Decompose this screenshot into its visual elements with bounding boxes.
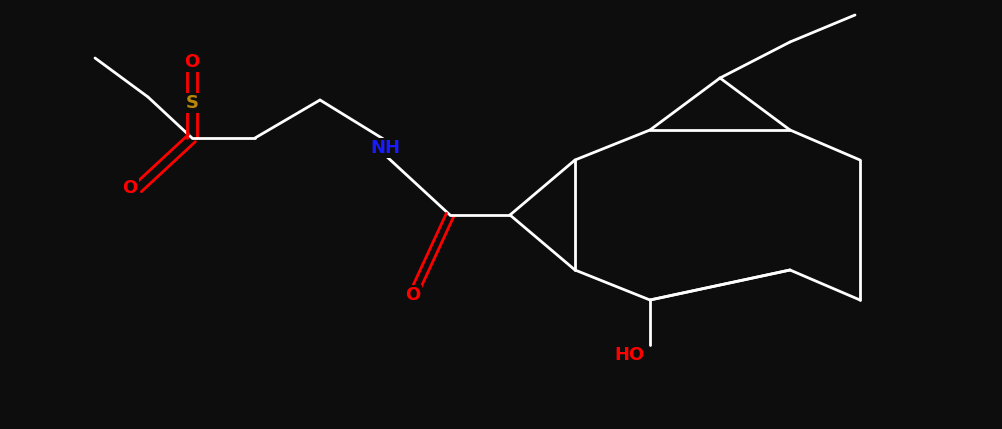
Text: O: O [406,286,421,304]
Text: O: O [184,53,199,71]
Text: S: S [185,94,198,112]
Text: HO: HO [615,346,645,364]
Text: O: O [122,179,137,197]
Text: NH: NH [370,139,400,157]
